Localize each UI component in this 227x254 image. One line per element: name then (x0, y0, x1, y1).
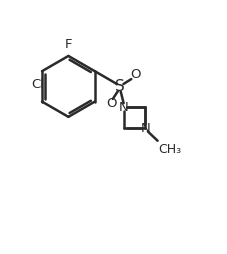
Text: F: F (65, 38, 72, 51)
Text: N: N (140, 122, 150, 135)
Text: O: O (106, 97, 117, 110)
Text: N: N (119, 101, 129, 114)
Text: Cl: Cl (31, 78, 44, 91)
Text: S: S (115, 80, 124, 94)
Text: O: O (131, 68, 141, 81)
Text: CH₃: CH₃ (159, 144, 182, 156)
